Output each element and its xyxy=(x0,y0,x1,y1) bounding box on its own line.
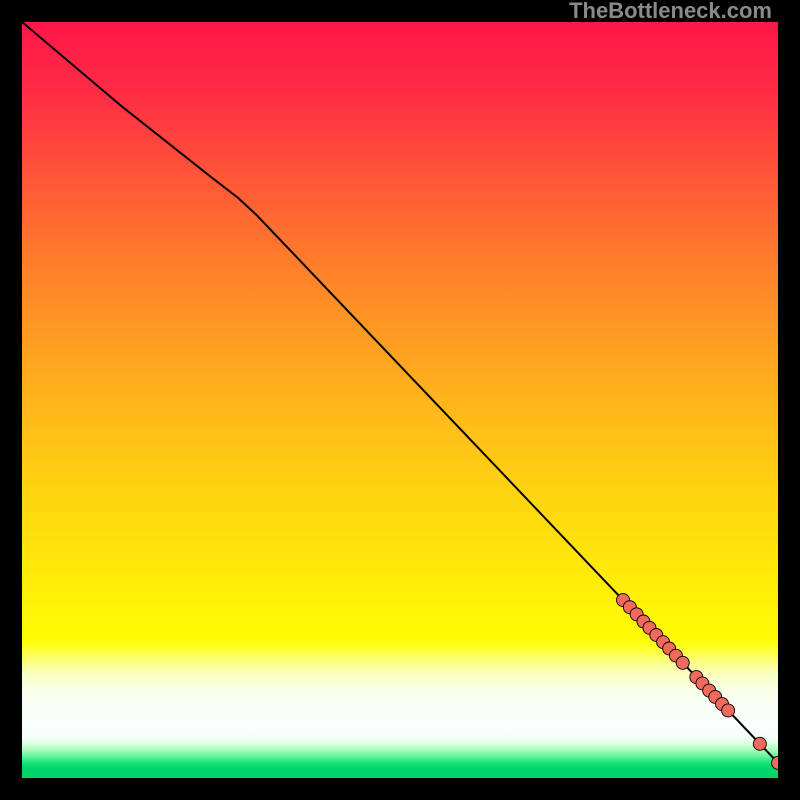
plot-area xyxy=(22,22,778,778)
watermark-label: TheBottleneck.com xyxy=(569,0,772,24)
data-point xyxy=(722,704,735,717)
chart-overlay xyxy=(22,22,778,778)
data-point xyxy=(753,737,766,750)
data-point xyxy=(676,656,689,669)
